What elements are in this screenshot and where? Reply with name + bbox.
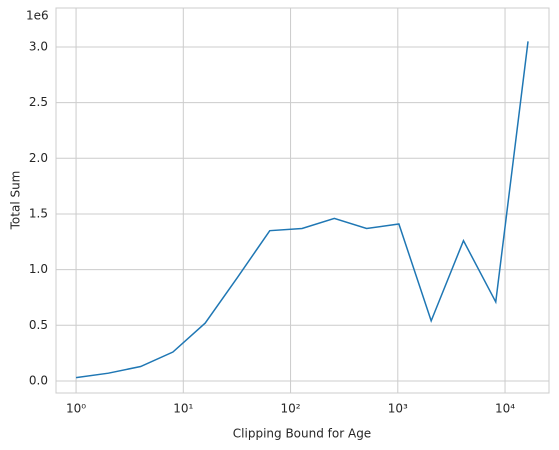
y-axis-label: Total Sum — [9, 171, 23, 231]
plot-frame — [55, 7, 550, 394]
x-axis-label: Clipping Bound for Age — [233, 427, 371, 441]
y-tick-label: 0.5 — [29, 318, 48, 332]
x-tick-label: 10² — [281, 402, 301, 416]
y-tick-label: 0.0 — [29, 373, 48, 387]
y-tick-label: 2.5 — [29, 95, 48, 109]
y-tick-label: 1.5 — [29, 206, 48, 220]
y-tick-label: 1.0 — [29, 262, 48, 276]
data-line — [75, 41, 529, 379]
x-tick-label: 10⁰ — [66, 402, 86, 416]
y-tick-label: 3.0 — [29, 39, 48, 53]
x-tick-label: 10¹ — [173, 402, 193, 416]
y-offset-label: 1e6 — [26, 9, 49, 23]
x-tick-label: 10³ — [388, 402, 408, 416]
x-tick-label: 10⁴ — [495, 402, 515, 416]
y-tick-label: 2.0 — [29, 151, 48, 165]
